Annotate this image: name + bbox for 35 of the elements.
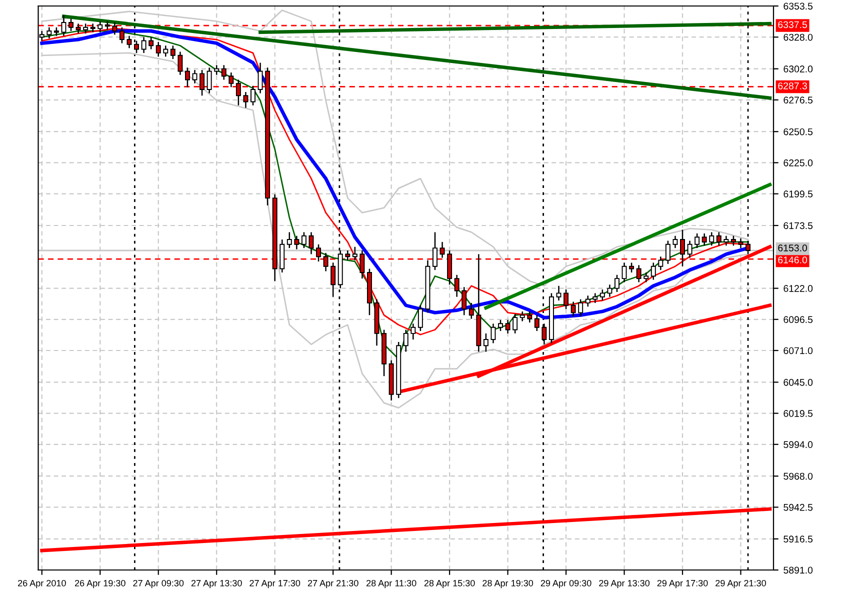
ref-line-label: 6287.3 bbox=[778, 82, 807, 90]
x-tick-label: 27 Apr 17:30 bbox=[250, 580, 300, 588]
ref-line-label: 6146.0 bbox=[778, 256, 808, 264]
x-tick-label: 28 Apr 19:30 bbox=[482, 580, 534, 588]
ref-line-label: 6337.5 bbox=[778, 21, 807, 28]
x-tick-label: 29 Apr 09:30 bbox=[540, 580, 592, 588]
y-tick-label: 5994.0 bbox=[784, 441, 813, 448]
y-tick-label: 5891.0 bbox=[784, 566, 813, 574]
y-tick-label: 6328.0 bbox=[784, 34, 813, 41]
y-tick-label: 6173.5 bbox=[784, 222, 813, 230]
y-tick-label: 5968.0 bbox=[784, 472, 813, 480]
y-tick-label: 6250.5 bbox=[784, 128, 813, 136]
x-tick-label: 29 Apr 17:30 bbox=[657, 580, 708, 588]
y-tick-label: 6019.5 bbox=[784, 410, 813, 417]
y-tick-label: 6045.0 bbox=[784, 378, 813, 386]
x-tick-label: 27 Apr 21:30 bbox=[308, 580, 358, 588]
x-tick-label: 26 Apr 2010 bbox=[18, 580, 66, 588]
ref-line-label: 6153.0 bbox=[778, 244, 808, 252]
y-tick-label: 6302.0 bbox=[784, 66, 813, 72]
y-tick-label: 6071.0 bbox=[784, 347, 813, 354]
x-tick-label: 29 Apr 21:30 bbox=[716, 580, 766, 588]
x-tick-label: 29 Apr 13:30 bbox=[599, 580, 650, 588]
y-tick-label: 6276.5 bbox=[784, 96, 813, 104]
x-tick-label: 28 Apr 11:30 bbox=[366, 580, 416, 588]
x-tick-label: 26 Apr 19:30 bbox=[74, 580, 126, 588]
x-tick-label: 27 Apr 09:30 bbox=[133, 580, 184, 588]
y-tick-label: 6122.0 bbox=[784, 285, 813, 292]
x-tick-label: 27 Apr 13:30 bbox=[191, 580, 242, 588]
x-tick-label: 28 Apr 15:30 bbox=[424, 580, 475, 588]
y-tick-label: 6353.5 bbox=[784, 2, 813, 10]
y-tick-label: 6225.0 bbox=[784, 159, 813, 166]
y-tick-label: 5942.5 bbox=[784, 504, 813, 511]
y-tick-label: 6096.5 bbox=[784, 316, 813, 324]
y-tick-label: 5916.5 bbox=[784, 536, 813, 543]
y-tick-label: 6199.5 bbox=[784, 190, 813, 198]
